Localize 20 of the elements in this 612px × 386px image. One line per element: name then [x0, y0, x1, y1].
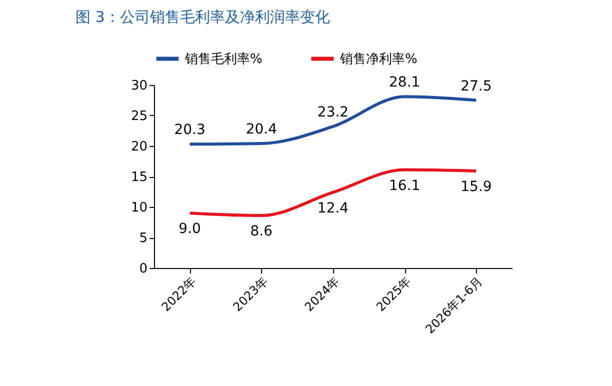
data-label: 20.4	[246, 122, 278, 138]
y-tick-label: 0	[139, 262, 148, 276]
y-tick-label: 5	[139, 231, 148, 246]
data-label: 16.1	[389, 178, 420, 194]
data-label: 20.3	[174, 122, 206, 138]
y-tick-label: 15	[130, 170, 148, 185]
data-label: 27.5	[460, 78, 492, 94]
data-label: 15.9	[460, 179, 492, 196]
y-tick-label: 25	[130, 109, 148, 124]
y-tick-label: 10	[130, 200, 148, 216]
chart-title: 图 3：公司销售毛利率及净利润率变化	[75, 8, 330, 26]
data-label: 8.6	[250, 224, 273, 240]
data-label: 12.4	[317, 200, 349, 216]
legend-label: 销售毛利率%	[184, 50, 262, 67]
y-tick-label: 20	[130, 140, 148, 154]
y-tick-label: 30	[130, 78, 148, 94]
data-label: 23.2	[317, 104, 349, 120]
data-label: 28.1	[389, 74, 420, 91]
data-label: 9.0	[178, 221, 201, 238]
legend-label: 销售净利率%	[339, 50, 418, 67]
